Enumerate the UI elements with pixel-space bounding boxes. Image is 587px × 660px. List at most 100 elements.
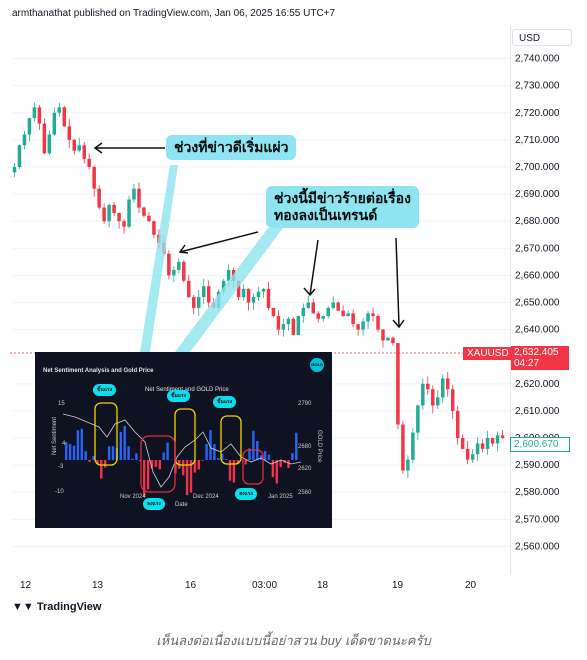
sentiment-bar <box>263 450 267 460</box>
inset-rtick-2: 2620 <box>298 466 312 472</box>
candle-body <box>251 297 256 303</box>
price-tick-4: 2,700.000 <box>515 162 560 173</box>
sentiment-bar <box>248 448 251 460</box>
sentiment-bar <box>154 460 158 467</box>
sentiment-bar <box>65 442 68 460</box>
arrow-bad-news-1 <box>309 239 319 296</box>
candle-body <box>107 204 111 222</box>
sentiment-bar <box>166 442 169 460</box>
candle-body <box>361 321 365 330</box>
candle-body <box>226 269 231 281</box>
arrow-trend-down <box>179 231 259 253</box>
sentiment-bar <box>267 454 271 460</box>
sentiment-bar <box>275 460 278 484</box>
candle-body <box>341 310 345 317</box>
sentiment-bar <box>143 460 146 497</box>
candle-body <box>321 316 325 319</box>
sentiment-bar <box>295 432 298 460</box>
inset-rtick-1: 2680 <box>298 444 312 450</box>
candle-body <box>316 313 321 319</box>
symbol-label: XAUUSD <box>467 348 509 359</box>
price-tick-2: 2,720.000 <box>515 108 560 119</box>
candle-body <box>57 107 62 113</box>
sentiment-bar <box>252 430 255 460</box>
inset-title: Net Sentiment Analysis and Gold Price <box>43 368 154 374</box>
candle-body <box>92 166 96 189</box>
sentiment-bar <box>123 426 126 460</box>
time-axis: 12 13 16 03:00 18 19 20 <box>20 580 477 591</box>
candle-body <box>480 443 485 449</box>
sentiment-bar <box>96 460 99 465</box>
sentiment-bar <box>287 460 290 469</box>
candle-body <box>112 204 116 214</box>
price-tick-1: 2,730.000 <box>515 81 560 92</box>
candle-body <box>396 343 400 425</box>
inset-rtick-0: 2790 <box>298 401 312 407</box>
highlight-down-2 <box>242 449 264 485</box>
candle-body <box>381 329 385 341</box>
inset-xtick-1: Dec 2024 <box>193 494 219 500</box>
candle-body <box>246 288 251 303</box>
candle-body <box>296 316 301 336</box>
candle-body <box>450 389 455 411</box>
candle-body <box>236 280 241 298</box>
candle-body <box>286 318 291 325</box>
price-tick-6: 2,680.000 <box>515 216 560 227</box>
price-axis: 2,740.000 2,730.000 2,720.000 2,710.000 2,70… <box>515 54 560 553</box>
sentiment-bar <box>76 430 80 460</box>
sentiment-inset: Net Sentiment Analysis and Gold Price Ne… <box>35 352 332 528</box>
arrow-head-3 <box>303 287 316 297</box>
candle-body <box>455 410 460 439</box>
sentiment-bar <box>244 460 247 465</box>
sentiment-bar <box>131 458 134 460</box>
candle-body <box>142 207 146 216</box>
gold-logo-icon: GOLD <box>310 358 324 372</box>
price-tick-16: 2,580.000 <box>515 487 560 498</box>
current-price-tag: 2,632.405 04:27 <box>511 346 569 370</box>
sentiment-bar <box>68 443 72 460</box>
candle-body <box>495 435 500 444</box>
candle-body <box>470 454 475 460</box>
tradingview-logo[interactable]: ▼▼ TradingView <box>12 601 102 613</box>
price-tick-10: 2,640.000 <box>515 325 560 336</box>
sentiment-bar <box>228 460 232 481</box>
candle-body <box>441 378 445 398</box>
price-tick-5: 2,690.000 <box>515 189 560 200</box>
candle-body <box>47 134 52 154</box>
current-price-value: 2,632.405 <box>514 347 559 358</box>
candle-body <box>401 424 405 471</box>
sentiment-bar <box>217 458 220 460</box>
candle-body <box>460 438 465 449</box>
chart-frame[interactable] <box>10 25 511 575</box>
candle-body <box>306 302 311 308</box>
sentiment-bar <box>100 460 103 479</box>
candle-body <box>22 134 27 146</box>
sentiment-bar <box>88 460 91 462</box>
candle-body <box>42 123 47 154</box>
candle-body <box>17 145 22 167</box>
inset-x-label: Date <box>175 502 188 508</box>
sentiment-bar <box>104 460 107 468</box>
time-tick-0: 12 <box>20 580 32 591</box>
arrow-head-2 <box>178 244 189 254</box>
candle-body <box>37 107 42 124</box>
currency-selector[interactable]: USD <box>512 29 572 46</box>
inset-xtick-2: Jan 2025 <box>268 494 293 500</box>
candle-body <box>436 397 440 406</box>
sentiment-bar <box>201 460 204 461</box>
sentiment-bar <box>236 460 239 465</box>
sentiment-bar <box>158 460 161 470</box>
inset-left-label: Net Sentiment <box>52 417 58 455</box>
candle-body <box>500 435 505 439</box>
tv-logo-icon: ▼▼ <box>12 601 37 613</box>
callout-pointer-1 <box>140 165 178 352</box>
inset-ltick-2: -3 <box>58 464 64 470</box>
candle-body <box>77 145 81 151</box>
bubble-up-2: ขึ้นแรง <box>167 390 191 402</box>
candle-body <box>122 221 126 227</box>
arrow-bad-news-2 <box>395 237 400 327</box>
sentiment-bar <box>185 460 189 496</box>
publish-header: armthanathat published on TradingView.co… <box>12 8 336 19</box>
candle-body <box>201 286 206 298</box>
candle-body <box>416 405 420 433</box>
